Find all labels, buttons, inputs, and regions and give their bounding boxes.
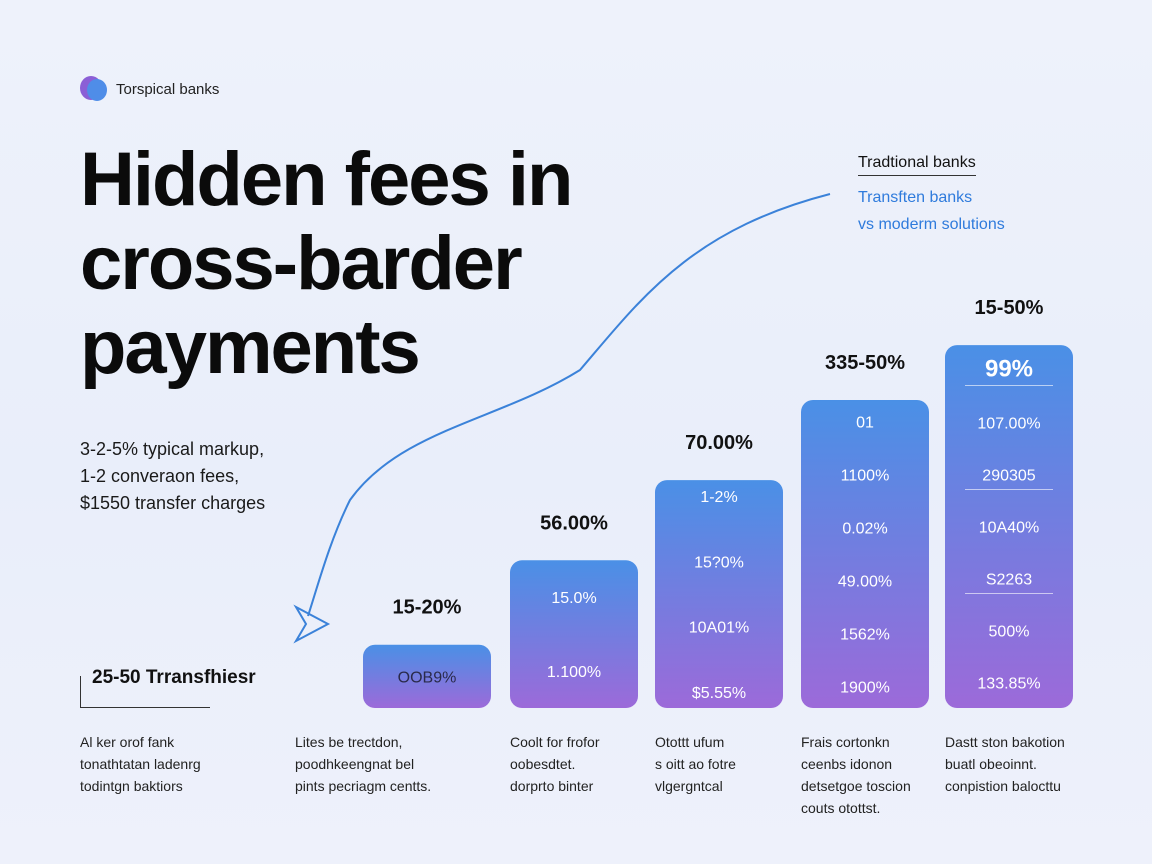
trend-curve bbox=[307, 193, 831, 617]
bar-inner-label: 10A40% bbox=[979, 520, 1040, 537]
bar-inner-label: 1.100% bbox=[547, 664, 601, 681]
bar-value-label: 56.00% bbox=[540, 512, 608, 534]
bar-inner-label: OOB9% bbox=[398, 669, 457, 686]
column-caption: Dastt ston bakotion buatl obeoinnt. conpis… bbox=[945, 731, 1105, 797]
caption-line: Lites be trectdon, bbox=[295, 734, 403, 750]
bar-inner-label: 133.85% bbox=[977, 676, 1040, 693]
caption-line: todintgn baktiors bbox=[80, 778, 183, 794]
caption-line: buatl obeoinnt. bbox=[945, 756, 1037, 772]
legend-box-label: 25-50 Trransfhiesr bbox=[92, 667, 256, 688]
legend-line: Transften banks bbox=[858, 189, 973, 206]
bar-inner-label: 1-2% bbox=[700, 489, 737, 506]
caption-line: couts otottst. bbox=[801, 800, 881, 816]
bar-1 bbox=[363, 644, 491, 708]
column-caption: Coolt for frofor oobesdtet. dorprto binter bbox=[510, 731, 670, 797]
legend-subtitle: Transften banks vs moderm solutions bbox=[858, 184, 1005, 238]
bar-inner-label: 1562% bbox=[840, 626, 890, 643]
column-caption: Al ker orof fank tonathtatan ladenrg todin… bbox=[80, 731, 240, 797]
caption-line: dorprto binter bbox=[510, 778, 594, 794]
bar-5 bbox=[945, 345, 1073, 708]
legend-title: Tradtional banks bbox=[858, 154, 976, 176]
bar-3 bbox=[655, 480, 783, 708]
page-title: Hidden fees in cross-barder payments bbox=[80, 137, 573, 390]
caption-line: vlgergntcal bbox=[655, 778, 723, 794]
legend-box-frame bbox=[80, 676, 210, 708]
fee-summary-line: 3-2-5% typical markup, bbox=[80, 439, 265, 459]
bar-inner-label: 49.00% bbox=[838, 573, 892, 590]
bar-inner-label: 15.0% bbox=[551, 590, 596, 607]
title-line-2: cross-barder bbox=[80, 221, 523, 306]
bar-inner-label: 99% bbox=[985, 355, 1033, 382]
title-line-3: payments bbox=[80, 305, 421, 390]
caption-line: s oitt ao fotre bbox=[655, 756, 736, 772]
bar-2 bbox=[510, 560, 638, 708]
bar-inner-label: $5.55% bbox=[692, 685, 746, 702]
column-caption: Frais cortonkn ceenbs idonon detsetgoe tos… bbox=[801, 731, 961, 819]
caption-line: pints pecriagm centts. bbox=[295, 778, 432, 794]
bar-inner-label: S2263 bbox=[986, 572, 1032, 589]
fee-summary-line: 1-2 converaon fees, bbox=[80, 466, 240, 486]
bar-inner-label: 107.00% bbox=[977, 416, 1040, 433]
brand-name: Torspical banks bbox=[116, 80, 220, 98]
chart-legend: Tradtional banks Transften banks vs mode… bbox=[858, 154, 1005, 238]
bar-inner-label: 10A01% bbox=[689, 620, 750, 637]
title-line-1: Hidden fees in bbox=[80, 137, 573, 222]
bar-inner-label: 290305 bbox=[982, 468, 1035, 485]
curve-arrowhead-icon bbox=[293, 604, 331, 644]
fee-summary: 3-2-5% typical markup, 1-2 converaon fee… bbox=[80, 436, 265, 517]
caption-line: ceenbs idonon bbox=[801, 756, 893, 772]
fee-summary-line: $1550 transfer charges bbox=[80, 493, 266, 513]
caption-line: tonathtatan ladenrg bbox=[80, 756, 201, 772]
bar-inner-label: 15?0% bbox=[694, 554, 744, 571]
bar-value-label: 15-50% bbox=[975, 297, 1044, 319]
bar-4 bbox=[801, 399, 929, 708]
column-caption: Otottt ufum s oitt ao fotre vlgergntcal bbox=[655, 731, 815, 797]
caption-line: Al ker orof fank bbox=[80, 734, 175, 750]
brand: Torspical banks bbox=[80, 76, 219, 102]
bar-value-label: 335-50% bbox=[825, 352, 905, 374]
column-caption: Lites be trectdon, poodhkeengnat bel pints… bbox=[295, 731, 455, 797]
bar-inner-label: 500% bbox=[989, 624, 1030, 641]
bar-inner-label: 1100% bbox=[841, 467, 890, 484]
bar-inner-label: 1900% bbox=[840, 679, 890, 696]
brand-logo-icon bbox=[80, 76, 108, 102]
caption-line: oobesdtet. bbox=[510, 756, 576, 772]
caption-line: Frais cortonkn bbox=[801, 734, 890, 750]
caption-line: Otottt ufum bbox=[655, 734, 725, 750]
legend-line: vs moderm solutions bbox=[858, 216, 1005, 233]
caption-line: conpistion balocttu bbox=[945, 778, 1061, 794]
bar-inner-label: 0.02% bbox=[842, 520, 887, 537]
bar-value-label: 15-20% bbox=[393, 597, 462, 619]
caption-line: Dastt ston bakotion bbox=[945, 734, 1065, 750]
caption-line: detsetgoe toscion bbox=[801, 778, 911, 794]
caption-line: Coolt for frofor bbox=[510, 734, 600, 750]
caption-line: poodhkeengnat bel bbox=[295, 756, 415, 772]
bar-value-label: 70.00% bbox=[685, 432, 753, 454]
bar-inner-label: 01 bbox=[856, 415, 874, 432]
